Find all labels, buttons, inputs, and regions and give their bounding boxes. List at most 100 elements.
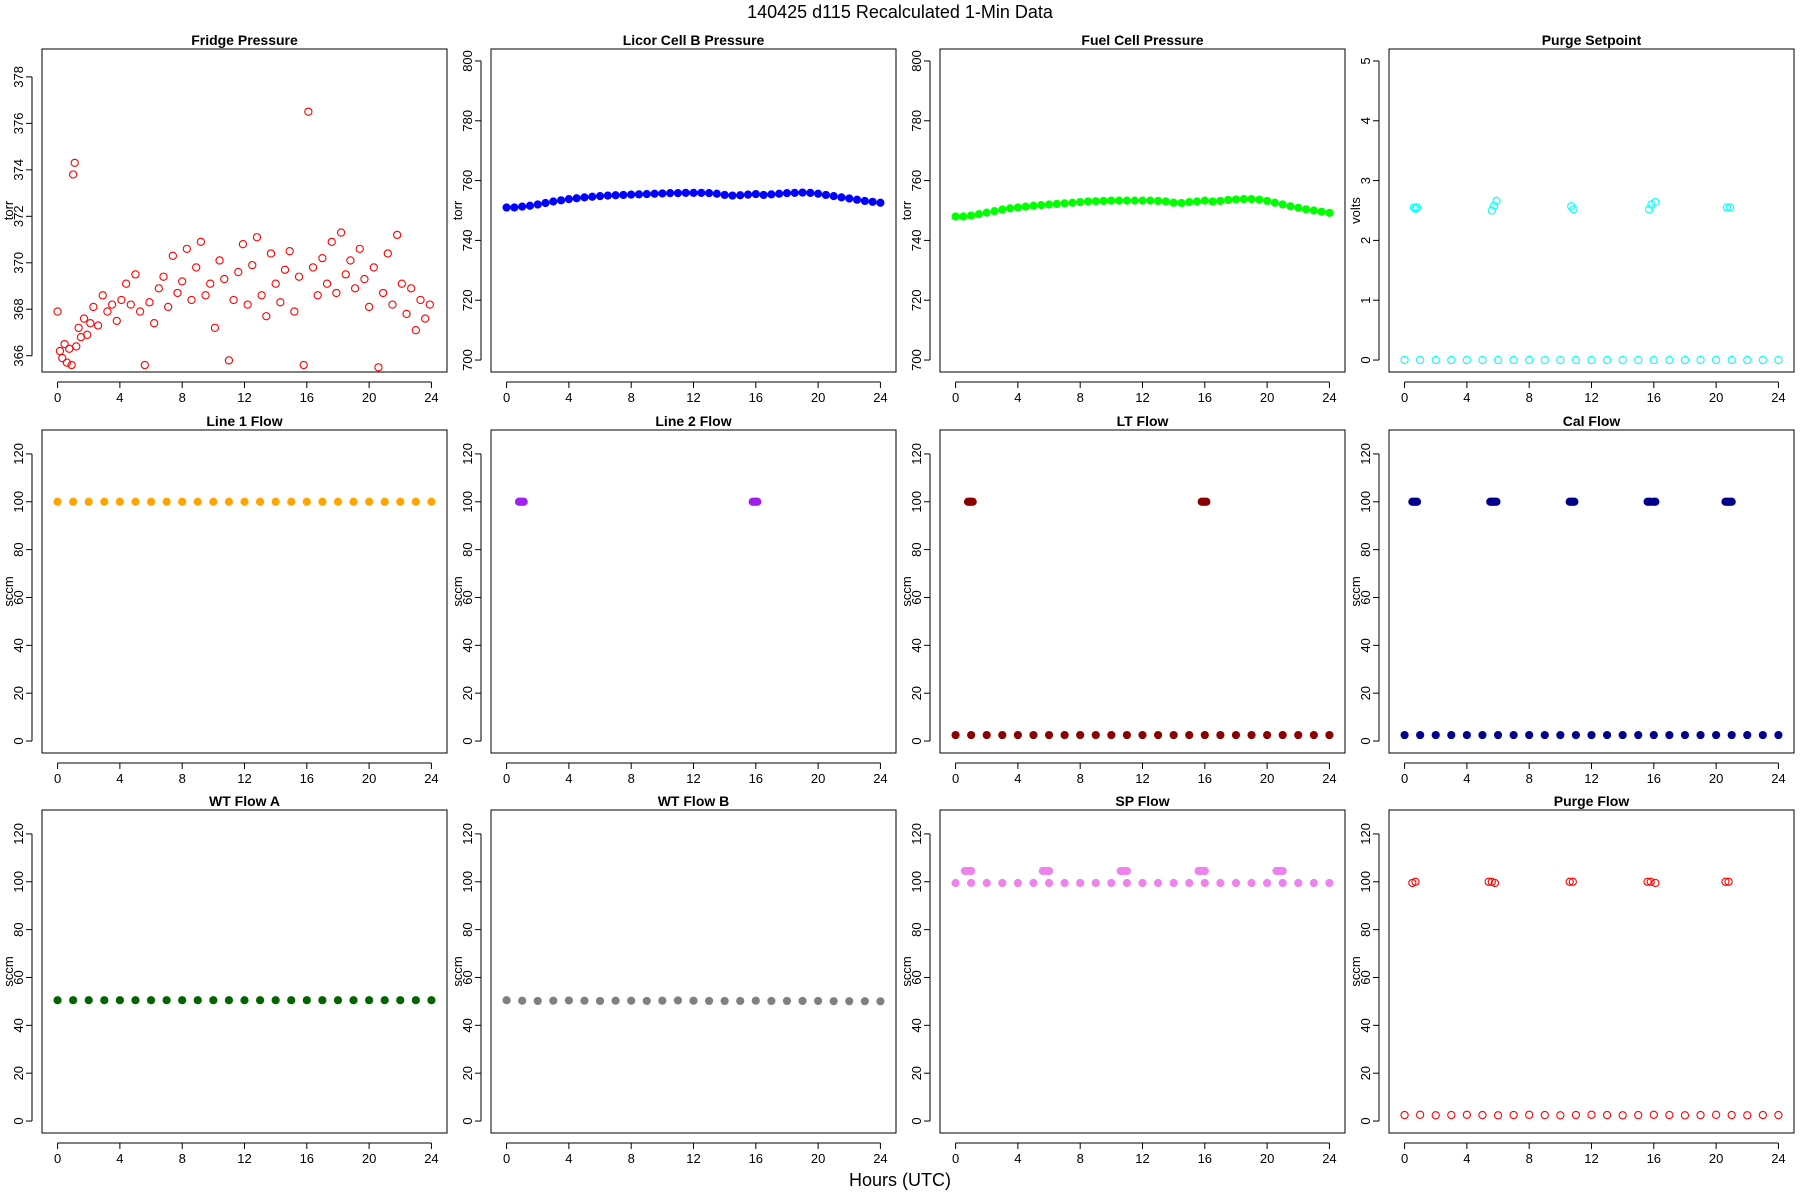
- fridge-pressure-point: [421, 314, 430, 323]
- cal-flow-point: [1431, 730, 1440, 740]
- fridge-pressure-point: [252, 233, 262, 242]
- lt-flow-point: [1263, 730, 1272, 740]
- fridge-pressure-point: [150, 319, 159, 328]
- line-1-flow-y-tick-label: 60: [11, 590, 26, 604]
- fridge-pressure-point: [407, 284, 416, 293]
- wt-flow-b-x-tick-label: 16: [749, 1151, 763, 1166]
- licor-cell-b-pressure-point: [588, 192, 597, 201]
- line-1-flow-panel: Line 1 Flow sccm 0 4 8 12 16 20 24 0 20 40 60 80 100 12…: [1, 413, 448, 786]
- licor-cell-b-pressure-point: [580, 193, 589, 202]
- lt-flow-series-1: [963, 497, 1211, 506]
- cal-flow-point: [1602, 730, 1612, 740]
- lt-flow-x-tick-label: 8: [1077, 771, 1084, 786]
- fuel-cell-pressure-point: [1247, 195, 1256, 204]
- purge-setpoint-point: [1711, 355, 1721, 365]
- purge-flow-point: [1643, 877, 1652, 886]
- fuel-cell-pressure-point: [1044, 200, 1054, 209]
- wt-flow-a-point: [240, 996, 249, 1005]
- line-1-flow-point: [302, 497, 311, 506]
- fridge-pressure-point: [308, 263, 318, 272]
- fuel-cell-pressure-point: [1060, 199, 1069, 208]
- fuel-cell-pressure-point: [1146, 196, 1155, 205]
- cal-flow-point: [1412, 497, 1422, 506]
- cal-flow-point: [1651, 497, 1660, 506]
- sp-flow-y-tick-label: 100: [909, 871, 924, 893]
- purge-flow-point: [1493, 1111, 1503, 1120]
- wt-flow-b-x-tick-label: 20: [811, 1151, 825, 1166]
- fridge-pressure-point: [364, 302, 374, 312]
- sp-flow-point: [1278, 866, 1287, 876]
- wt-flow-b-point: [751, 996, 760, 1005]
- lt-flow-point: [1294, 730, 1303, 740]
- fridge-pressure-point: [280, 265, 290, 274]
- line-1-flow-y-tick-label: 20: [11, 686, 26, 700]
- cal-flow-point: [1587, 730, 1596, 740]
- line-2-flow-panel: Line 2 Flow sccm 0 4 8 12 16 20 24 0 20 40 60 80 100 12…: [450, 413, 897, 786]
- lt-flow-point: [1091, 730, 1100, 740]
- licor-cell-b-pressure-point: [533, 200, 542, 209]
- cal-flow-point: [1696, 730, 1705, 740]
- purge-flow-x-tick-label: 20: [1709, 1151, 1723, 1166]
- wt-flow-a-point: [349, 996, 358, 1005]
- fuel-cell-pressure-point: [1301, 205, 1311, 214]
- sp-flow-point: [1122, 866, 1132, 876]
- wt-flow-a-point: [287, 996, 296, 1005]
- line-1-flow-point: [209, 497, 218, 506]
- purge-flow-point: [1411, 877, 1420, 886]
- wt-flow-b-point: [767, 996, 776, 1006]
- fuel-cell-pressure-point: [1278, 200, 1287, 209]
- wt-flow-b-point: [611, 996, 620, 1005]
- cal-flow-y-tick-label: 80: [1358, 542, 1373, 556]
- cal-flow-title: Cal Flow: [1563, 413, 1621, 429]
- cal-flow-point: [1665, 730, 1674, 740]
- licor-cell-b-pressure-point: [790, 188, 799, 197]
- sp-flow-y-tick-label: 20: [909, 1066, 924, 1080]
- licor-cell-b-pressure-y-tick-label: 720: [460, 289, 475, 311]
- purge-flow-point: [1509, 1110, 1518, 1120]
- line-2-flow-title: Line 2 Flow: [655, 413, 731, 429]
- licor-cell-b-pressure-x-tick-label: 24: [873, 390, 887, 405]
- fuel-cell-pressure-point: [1122, 196, 1132, 205]
- wt-flow-b-point: [704, 996, 714, 1006]
- fridge-pressure-point: [107, 300, 117, 309]
- purge-setpoint-point: [1509, 355, 1518, 365]
- fridge-pressure-x-tick-label: 12: [237, 390, 251, 405]
- fridge-pressure-point: [238, 240, 248, 249]
- cal-flow-y-label: sccm: [1348, 576, 1363, 606]
- purge-setpoint-point: [1774, 355, 1783, 365]
- fuel-cell-pressure-point: [982, 208, 991, 217]
- cal-flow-point: [1525, 730, 1534, 740]
- licor-cell-b-pressure-point: [541, 198, 550, 208]
- line-1-flow-x-tick-label: 20: [362, 771, 376, 786]
- fridge-pressure-y-tick-label: 366: [11, 345, 26, 367]
- purge-setpoint-point: [1400, 355, 1409, 365]
- cal-flow-point: [1712, 730, 1721, 740]
- sp-flow-point: [1107, 878, 1116, 888]
- fridge-pressure-point: [397, 279, 406, 288]
- sp-flow-point: [1325, 878, 1334, 888]
- line-2-flow-y-tick-label: 60: [460, 590, 475, 604]
- fuel-cell-pressure-point: [1076, 198, 1085, 207]
- wt-flow-a-point: [100, 996, 109, 1005]
- fuel-cell-pressure-point: [1091, 197, 1100, 206]
- purge-setpoint-point: [1680, 355, 1690, 365]
- fuel-cell-pressure-x-tick-label: 4: [1014, 390, 1021, 405]
- lt-flow-point: [1107, 730, 1116, 740]
- purge-setpoint-point: [1493, 355, 1503, 365]
- fuel-cell-pressure-y-tick-label: 740: [909, 230, 924, 252]
- lt-flow-title: LT Flow: [1117, 413, 1169, 429]
- purge-setpoint-point: [1492, 196, 1501, 206]
- purge-setpoint-x-tick-label: 12: [1584, 390, 1598, 405]
- cal-flow-point: [1462, 730, 1471, 740]
- wt-flow-a-y-tick-label: 40: [11, 1018, 26, 1032]
- purge-flow-point: [1696, 1110, 1705, 1120]
- fuel-cell-pressure-point: [1068, 198, 1077, 207]
- wt-flow-a-x-tick-label: 4: [116, 1151, 123, 1166]
- sp-flow-y-tick-label: 60: [909, 970, 924, 984]
- fridge-pressure-point: [117, 295, 126, 305]
- licor-cell-b-pressure-point: [743, 190, 753, 199]
- fridge-pressure-point: [112, 316, 121, 326]
- fridge-pressure-point: [229, 295, 238, 305]
- fridge-pressure-point: [262, 312, 271, 321]
- cal-flow-point: [1727, 497, 1736, 506]
